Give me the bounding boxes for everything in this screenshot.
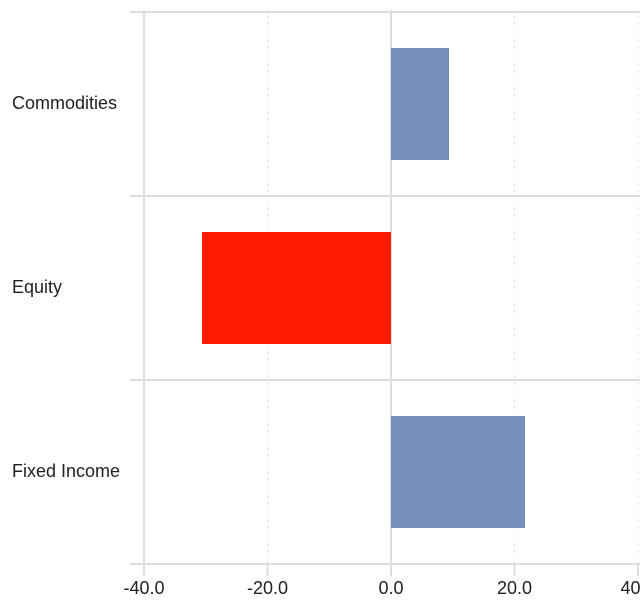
x-tick-label: 20.0: [497, 578, 532, 598]
bar: [391, 48, 450, 160]
y-tick-label: Equity: [12, 277, 62, 297]
y-tick-label: Fixed Income: [12, 461, 120, 481]
bar: [391, 416, 525, 528]
bar: [202, 232, 391, 344]
y-tick-label: Commodities: [12, 93, 117, 113]
x-tick-label: 40.0: [620, 578, 640, 598]
x-tick-label: 0.0: [378, 578, 403, 598]
x-tick-label: -20.0: [247, 578, 288, 598]
x-tick-label: -40.0: [123, 578, 164, 598]
